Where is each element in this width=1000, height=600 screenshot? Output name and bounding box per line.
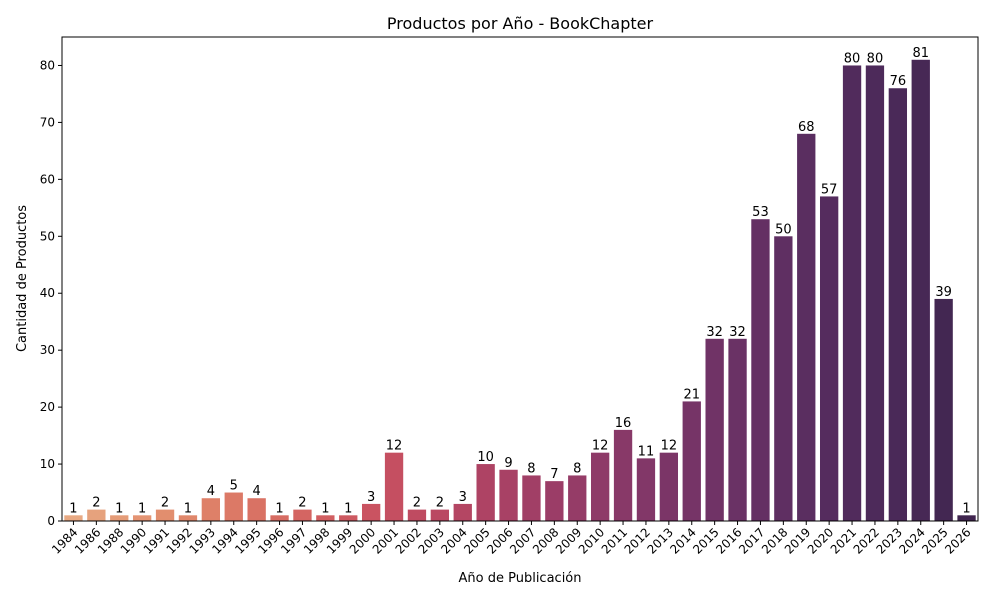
data-label-1995: 4 [253, 484, 261, 499]
bar-2009 [568, 475, 587, 521]
x-tick-label-2026: 2026 [942, 525, 973, 556]
y-tick-label-40: 40 [40, 286, 55, 300]
data-label-1991: 2 [161, 496, 169, 511]
y-tick-label-0: 0 [47, 514, 55, 528]
bar-1997 [293, 509, 312, 521]
bar-2015 [705, 338, 724, 521]
data-label-2004: 3 [459, 490, 467, 505]
bar-2002 [407, 509, 427, 521]
data-label-2008: 7 [550, 467, 558, 482]
data-label-2026: 1 [962, 501, 970, 516]
data-label-1996: 1 [275, 501, 283, 516]
bar-2019 [797, 133, 816, 522]
data-label-2005: 10 [477, 450, 494, 465]
y-axis: 0 10 20 30 40 50 60 70 80 [40, 58, 62, 528]
chart-title: Productos por Año - BookChapter [387, 14, 654, 33]
bar-1990 [132, 515, 152, 521]
data-label-2007: 8 [527, 461, 535, 476]
data-label-2022: 80 [867, 51, 884, 66]
data-label-1998: 1 [321, 501, 329, 516]
bar-2003 [430, 509, 450, 521]
data-label-1984: 1 [69, 501, 77, 516]
data-label-2002: 2 [413, 496, 421, 511]
data-label-2023: 76 [890, 74, 907, 89]
data-label-2025: 39 [935, 285, 952, 300]
bar-2014 [682, 401, 701, 521]
y-tick-label-50: 50 [40, 229, 55, 243]
x-axis: 1984198619881990199119921993199419951996… [49, 521, 974, 557]
y-tick-label-10: 10 [40, 457, 55, 471]
bar-2010 [590, 452, 610, 521]
bar-2018 [774, 236, 793, 521]
bar-2020 [819, 196, 839, 521]
bar-2026 [957, 515, 976, 521]
data-label-2010: 12 [592, 439, 609, 454]
data-label-1992: 1 [184, 501, 192, 516]
bar-2001 [384, 452, 404, 521]
bar-2011 [613, 429, 633, 521]
bar-2013 [659, 452, 679, 521]
bar-2008 [545, 481, 564, 521]
x-axis-label: Año de Publicación [459, 571, 582, 586]
y-tick-label-80: 80 [40, 58, 55, 72]
data-label-2017: 53 [752, 205, 769, 220]
data-label-2001: 12 [386, 439, 403, 454]
data-label-1994: 5 [230, 479, 238, 494]
bar-2021 [842, 65, 862, 522]
y-axis-label: Cantidad de Productos [15, 205, 30, 352]
data-label-2014: 21 [683, 387, 700, 402]
data-label-2000: 3 [367, 490, 375, 505]
bars-group [64, 59, 976, 522]
data-label-2012: 11 [638, 444, 655, 459]
bar-2007 [522, 475, 541, 521]
bar-2017 [751, 219, 770, 521]
data-label-2020: 57 [821, 182, 838, 197]
data-label-2013: 12 [661, 439, 678, 454]
data-label-2009: 8 [573, 461, 581, 476]
data-label-2003: 2 [436, 496, 444, 511]
data-label-1986: 2 [92, 496, 100, 511]
data-label-2006: 9 [504, 456, 512, 471]
bar-1993 [201, 498, 221, 521]
data-label-2016: 32 [729, 325, 746, 340]
bar-2022 [865, 65, 885, 522]
bar-2023 [888, 88, 908, 521]
bar-1998 [316, 515, 335, 521]
plot-frame [61, 36, 979, 522]
data-label-1997: 2 [298, 496, 306, 511]
data-label-1988: 1 [115, 501, 123, 516]
bar-1996 [270, 515, 289, 521]
data-label-2015: 32 [706, 325, 723, 340]
bar-1999 [339, 515, 358, 521]
data-label-1993: 4 [207, 484, 215, 499]
y-tick-label-70: 70 [40, 115, 55, 129]
bar-2006 [499, 469, 518, 521]
y-tick-label-30: 30 [40, 343, 55, 357]
bar-2000 [361, 503, 381, 521]
bar-2025 [934, 298, 953, 521]
bar-1992 [178, 515, 198, 521]
data-label-1990: 1 [138, 501, 146, 516]
bar-1994 [224, 492, 243, 521]
bar-1988 [110, 515, 129, 521]
data-label-2018: 50 [775, 222, 792, 237]
bar-1984 [64, 515, 83, 521]
bar-1986 [87, 509, 106, 521]
bar-2004 [453, 503, 472, 521]
data-label-1999: 1 [344, 501, 352, 516]
bar-2012 [636, 458, 656, 521]
data-label-2021: 80 [844, 51, 861, 66]
bar-2005 [476, 464, 495, 521]
bar-2016 [728, 338, 747, 521]
bar-2024 [911, 59, 930, 522]
y-tick-label-20: 20 [40, 400, 55, 414]
data-label-2024: 81 [912, 46, 929, 61]
bar-1991 [155, 509, 175, 521]
data-label-2011: 16 [615, 416, 632, 431]
bar-1995 [247, 498, 266, 521]
data-label-2019: 68 [798, 120, 815, 135]
y-tick-label-60: 60 [40, 172, 55, 186]
